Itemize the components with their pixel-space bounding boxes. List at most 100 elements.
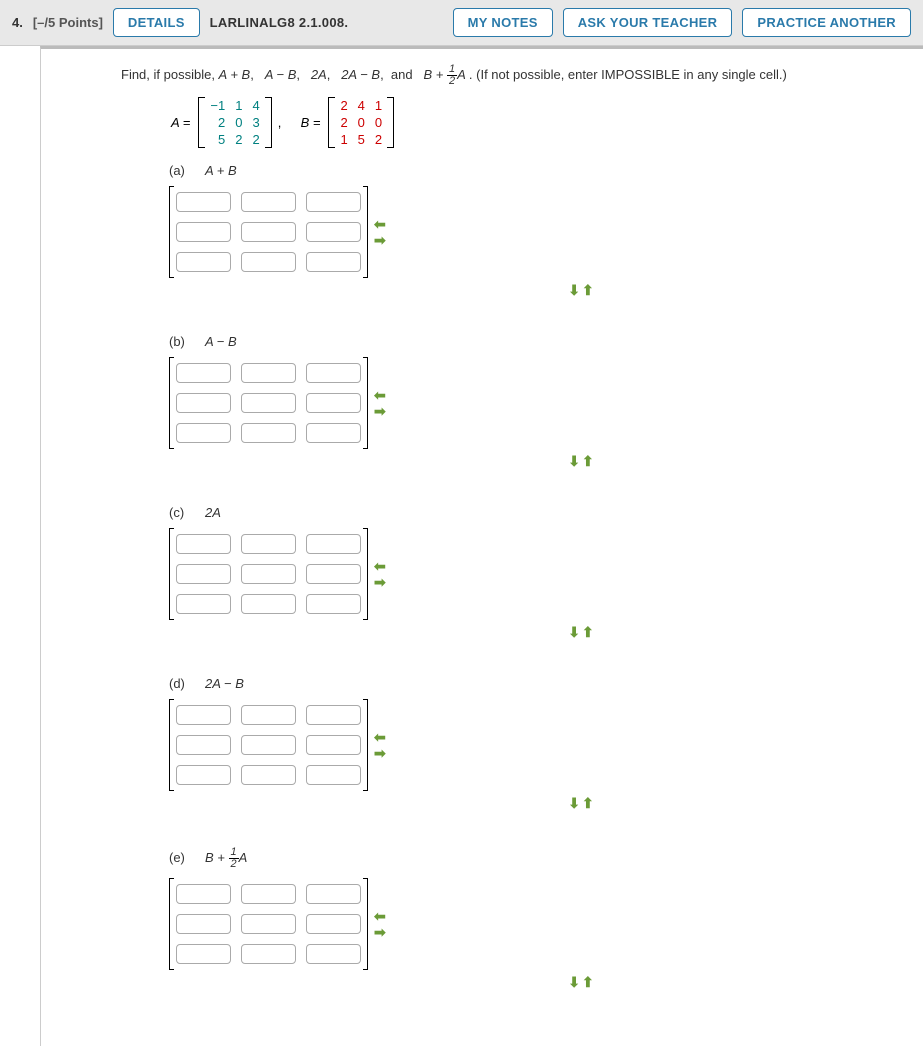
cell-c-0-0[interactable]: [176, 534, 231, 554]
cell-c-1-0[interactable]: [176, 564, 231, 584]
prompt-text: Find, if possible, A + B, A − B, 2A, 2A …: [121, 64, 893, 87]
cell-a-2-1[interactable]: [241, 252, 296, 272]
cell-e-1-1[interactable]: [241, 914, 296, 934]
add-row-icon[interactable]: ⬇: [568, 974, 580, 990]
cell-d-0-0[interactable]: [176, 705, 231, 725]
part-d-label: (d)2A − B: [169, 676, 893, 691]
cell-b-0-1[interactable]: [241, 363, 296, 383]
prompt-expr-5: B + 12A: [423, 67, 468, 82]
part-b-label: (b)A − B: [169, 334, 893, 349]
cell-d-2-1[interactable]: [241, 765, 296, 785]
add-row-icon[interactable]: ⬇: [568, 624, 580, 640]
cell-b-0-2[interactable]: [306, 363, 361, 383]
add-col-icon[interactable]: ➡: [374, 404, 386, 418]
remove-row-icon[interactable]: ⬆: [582, 624, 594, 640]
cell-a-0-0[interactable]: [176, 192, 231, 212]
practice-another-button[interactable]: PRACTICE ANOTHER: [742, 8, 911, 37]
remove-col-icon[interactable]: ⬅: [374, 217, 386, 231]
remove-col-icon[interactable]: ⬅: [374, 388, 386, 402]
prompt-intro: Find, if possible,: [121, 67, 219, 82]
cell-c-1-2[interactable]: [306, 564, 361, 584]
cell-c-1-1[interactable]: [241, 564, 296, 584]
prompt-expr-4: 2A − B: [341, 67, 380, 82]
part-d: (d)2A − B ⬅ ➡ ⬇⬆: [169, 676, 893, 812]
cell-b-1-2[interactable]: [306, 393, 361, 413]
question-content: Find, if possible, A + B, A − B, 2A, 2A …: [40, 46, 923, 1046]
points-label: [–/5 Points]: [33, 15, 103, 30]
cell-e-0-0[interactable]: [176, 884, 231, 904]
cell-a-2-2[interactable]: [306, 252, 361, 272]
prompt-expr-2: A − B: [265, 67, 297, 82]
cell-a-0-1[interactable]: [241, 192, 296, 212]
prompt-hint: . (If not possible, enter IMPOSSIBLE in …: [469, 67, 787, 82]
cell-d-1-0[interactable]: [176, 735, 231, 755]
add-row-icon[interactable]: ⬇: [568, 795, 580, 811]
question-number: 4.: [12, 15, 23, 30]
cell-e-1-0[interactable]: [176, 914, 231, 934]
cell-b-2-1[interactable]: [241, 423, 296, 443]
answer-matrix-a: [169, 186, 368, 278]
remove-row-icon[interactable]: ⬆: [582, 974, 594, 990]
cell-d-1-1[interactable]: [241, 735, 296, 755]
answer-matrix-c: [169, 528, 368, 620]
part-a: (a)A + B ⬅ ➡ ⬇⬆: [169, 163, 893, 299]
fraction-half: 12: [447, 64, 457, 87]
remove-row-icon[interactable]: ⬆: [582, 795, 594, 811]
cell-e-2-0[interactable]: [176, 944, 231, 964]
cell-e-2-1[interactable]: [241, 944, 296, 964]
part-a-label: (a)A + B: [169, 163, 893, 178]
cell-b-2-2[interactable]: [306, 423, 361, 443]
prompt-expr-3: 2A: [311, 67, 327, 82]
remove-col-icon[interactable]: ⬅: [374, 730, 386, 744]
cell-a-2-0[interactable]: [176, 252, 231, 272]
cell-d-2-2[interactable]: [306, 765, 361, 785]
cell-b-1-0[interactable]: [176, 393, 231, 413]
cell-c-2-0[interactable]: [176, 594, 231, 614]
part-c: (c)2A ⬅ ➡ ⬇⬆: [169, 505, 893, 641]
answer-matrix-d: [169, 699, 368, 791]
remove-row-icon[interactable]: ⬆: [582, 453, 594, 469]
part-b: (b)A − B ⬅ ➡ ⬇⬆: [169, 334, 893, 470]
cell-d-0-1[interactable]: [241, 705, 296, 725]
question-header: 4. [–/5 Points] DETAILS LARLINALG8 2.1.0…: [0, 0, 923, 46]
matrix-a: −114203522: [198, 97, 271, 148]
cell-a-0-2[interactable]: [306, 192, 361, 212]
cell-a-1-1[interactable]: [241, 222, 296, 242]
cell-e-1-2[interactable]: [306, 914, 361, 934]
add-col-icon[interactable]: ➡: [374, 575, 386, 589]
cell-c-2-1[interactable]: [241, 594, 296, 614]
add-col-icon[interactable]: ➡: [374, 925, 386, 939]
matrix-a-label: A =: [171, 115, 190, 130]
add-row-icon[interactable]: ⬇: [568, 453, 580, 469]
cell-c-0-1[interactable]: [241, 534, 296, 554]
remove-col-icon[interactable]: ⬅: [374, 559, 386, 573]
prompt-expr-1: A + B: [219, 67, 251, 82]
add-row-icon[interactable]: ⬇: [568, 282, 580, 298]
details-button[interactable]: DETAILS: [113, 8, 200, 37]
cell-d-1-2[interactable]: [306, 735, 361, 755]
cell-c-0-2[interactable]: [306, 534, 361, 554]
add-col-icon[interactable]: ➡: [374, 746, 386, 760]
cell-b-2-0[interactable]: [176, 423, 231, 443]
part-e-label: (e)B + 12A: [169, 847, 893, 870]
ask-teacher-button[interactable]: ASK YOUR TEACHER: [563, 8, 733, 37]
cell-b-0-0[interactable]: [176, 363, 231, 383]
cell-e-2-2[interactable]: [306, 944, 361, 964]
part-e: (e)B + 12A ⬅ ➡ ⬇⬆: [169, 847, 893, 991]
cell-a-1-0[interactable]: [176, 222, 231, 242]
remove-col-icon[interactable]: ⬅: [374, 909, 386, 923]
cell-a-1-2[interactable]: [306, 222, 361, 242]
cell-d-2-0[interactable]: [176, 765, 231, 785]
cell-b-1-1[interactable]: [241, 393, 296, 413]
my-notes-button[interactable]: MY NOTES: [453, 8, 553, 37]
remove-row-icon[interactable]: ⬆: [582, 282, 594, 298]
cell-e-0-2[interactable]: [306, 884, 361, 904]
add-col-icon[interactable]: ➡: [374, 233, 386, 247]
cell-e-0-1[interactable]: [241, 884, 296, 904]
matrix-b: 241200152: [328, 97, 394, 148]
cell-d-0-2[interactable]: [306, 705, 361, 725]
question-reference: LARLINALG8 2.1.008.: [210, 15, 349, 30]
answer-matrix-b: [169, 357, 368, 449]
cell-c-2-2[interactable]: [306, 594, 361, 614]
part-c-label: (c)2A: [169, 505, 893, 520]
